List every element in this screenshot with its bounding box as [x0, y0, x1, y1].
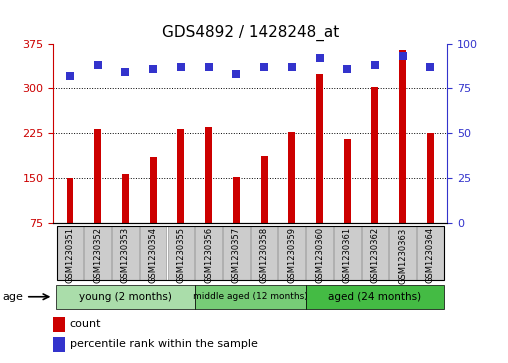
FancyBboxPatch shape — [223, 226, 249, 280]
Text: count: count — [70, 319, 102, 329]
Bar — [67, 178, 74, 223]
FancyBboxPatch shape — [56, 285, 195, 309]
Text: GSM1230358: GSM1230358 — [260, 227, 269, 284]
Text: aged (24 months): aged (24 months) — [328, 292, 422, 302]
Point — [315, 55, 324, 61]
Text: age: age — [3, 292, 23, 302]
Bar — [150, 158, 156, 223]
FancyBboxPatch shape — [112, 226, 139, 280]
FancyBboxPatch shape — [334, 226, 361, 280]
Bar — [289, 132, 295, 223]
Text: GSM1230356: GSM1230356 — [204, 227, 213, 284]
Bar — [94, 129, 101, 223]
Text: GSM1230357: GSM1230357 — [232, 227, 241, 284]
Text: GSM1230355: GSM1230355 — [176, 227, 185, 283]
Bar — [399, 49, 406, 223]
FancyBboxPatch shape — [306, 226, 333, 280]
Text: GSM1230363: GSM1230363 — [398, 227, 407, 284]
Bar — [344, 139, 351, 223]
Point — [205, 64, 213, 70]
FancyBboxPatch shape — [251, 226, 277, 280]
Bar — [371, 87, 378, 223]
Point — [399, 53, 407, 59]
Point — [288, 64, 296, 70]
Text: middle aged (12 months): middle aged (12 months) — [193, 292, 307, 301]
FancyBboxPatch shape — [417, 226, 443, 280]
Text: GSM1230353: GSM1230353 — [121, 227, 130, 284]
Point — [93, 62, 102, 68]
Point — [260, 64, 268, 70]
Text: GSM1230361: GSM1230361 — [343, 227, 352, 284]
FancyBboxPatch shape — [389, 226, 416, 280]
Text: GSM1230354: GSM1230354 — [149, 227, 157, 283]
Point — [177, 64, 185, 70]
Bar — [205, 127, 212, 223]
Text: GSM1230364: GSM1230364 — [426, 227, 435, 284]
Bar — [122, 174, 129, 223]
Point — [426, 64, 434, 70]
Text: percentile rank within the sample: percentile rank within the sample — [70, 339, 258, 349]
Point — [343, 66, 352, 72]
Bar — [233, 177, 240, 223]
FancyBboxPatch shape — [57, 226, 83, 280]
Text: young (2 months): young (2 months) — [79, 292, 172, 302]
Bar — [316, 73, 323, 223]
Bar — [53, 317, 65, 332]
Bar — [427, 133, 434, 223]
Text: GSM1230362: GSM1230362 — [370, 227, 379, 284]
FancyBboxPatch shape — [140, 226, 167, 280]
FancyBboxPatch shape — [195, 285, 306, 309]
FancyBboxPatch shape — [168, 226, 194, 280]
Point — [66, 73, 74, 79]
FancyBboxPatch shape — [195, 226, 222, 280]
Text: GSM1230359: GSM1230359 — [288, 227, 296, 283]
Point — [371, 62, 379, 68]
Bar — [261, 156, 268, 223]
FancyBboxPatch shape — [362, 226, 388, 280]
Text: GSM1230352: GSM1230352 — [93, 227, 102, 283]
Text: GSM1230360: GSM1230360 — [315, 227, 324, 284]
Bar — [53, 337, 65, 352]
Text: GSM1230351: GSM1230351 — [66, 227, 75, 283]
Point — [232, 71, 240, 77]
FancyBboxPatch shape — [306, 285, 444, 309]
Title: GDS4892 / 1428248_at: GDS4892 / 1428248_at — [162, 25, 339, 41]
Point — [121, 69, 130, 75]
FancyBboxPatch shape — [84, 226, 111, 280]
FancyBboxPatch shape — [278, 226, 305, 280]
Point — [149, 66, 157, 72]
Bar — [177, 129, 184, 223]
